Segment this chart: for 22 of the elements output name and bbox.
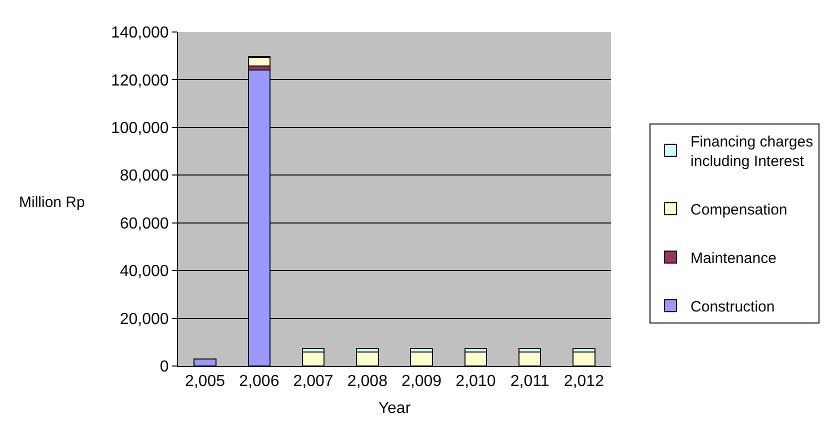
legend-label: Construction (690, 298, 775, 316)
legend-label: Compensation (690, 201, 788, 218)
x-tick-label: 2,006 (239, 373, 280, 390)
x-tick-label: 2,010 (456, 373, 496, 390)
y-tick-label: 40,000 (120, 263, 169, 280)
y-tick-label: 100,000 (110, 120, 169, 138)
y-tick-label: 60,000 (120, 215, 169, 232)
legend-label: Financing charges including Interest (690, 133, 814, 170)
x-tick-label: 2,005 (185, 373, 226, 390)
y-tick-label: 20,000 (120, 310, 169, 328)
x-tick-label: 2,009 (402, 373, 442, 390)
x-tick-label: 2,011 (510, 373, 550, 390)
y-tick-label: 0 (160, 358, 169, 376)
y-tick-label: 80,000 (120, 168, 169, 185)
legend-label: Maintenance (690, 250, 776, 267)
x-tick-label: 2,012 (564, 373, 604, 390)
y-axis-title: Million Rp (19, 194, 85, 211)
x-tick-label: 2,007 (293, 373, 334, 390)
x-axis-title: Year (378, 400, 412, 417)
x-tick-label: 2,008 (347, 373, 388, 390)
y-tick-label: 140,000 (110, 24, 169, 42)
y-tick-label: 120,000 (110, 72, 169, 90)
